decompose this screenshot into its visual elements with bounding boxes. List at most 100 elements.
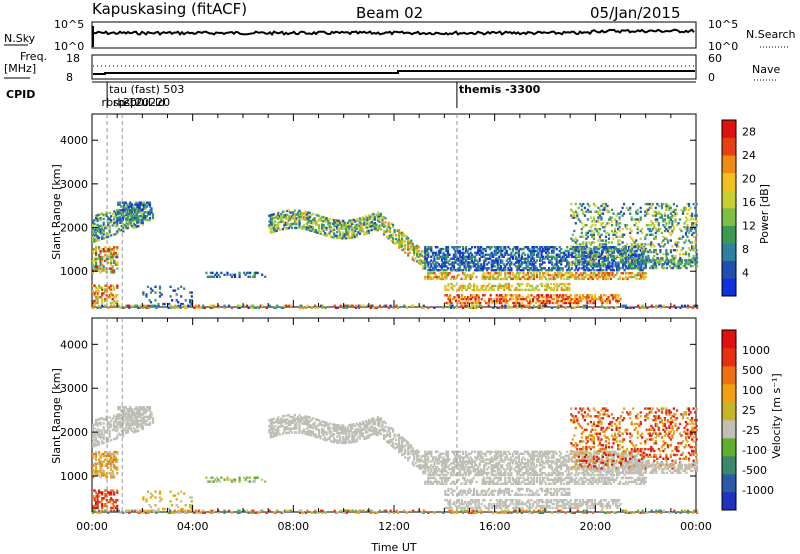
echo-cell — [223, 273, 226, 276]
echo-cell — [296, 213, 300, 216]
echo-cell — [298, 225, 301, 228]
echo-cell — [462, 284, 465, 288]
echo-cell — [625, 306, 628, 309]
echo-cell — [691, 214, 694, 217]
echo-cell — [114, 211, 117, 214]
echo-cell — [430, 263, 433, 266]
echo-cell — [334, 223, 337, 226]
echo-cell — [371, 304, 374, 307]
echo-cell — [287, 431, 290, 434]
echo-cell — [592, 233, 595, 236]
echo-cell — [425, 261, 428, 264]
echo-cell — [553, 297, 556, 301]
echo-cell — [666, 241, 669, 244]
echo-cell — [334, 234, 337, 237]
echo-cell — [504, 294, 507, 297]
echo-cell — [272, 226, 275, 229]
echo-cell — [665, 202, 668, 206]
echo-cell — [501, 253, 504, 256]
echo-cell — [442, 257, 445, 260]
echo-cell — [473, 286, 476, 290]
echo-cell — [663, 226, 666, 229]
echo-cell — [373, 227, 377, 231]
echo-cell — [95, 450, 98, 454]
echo-cell — [446, 246, 450, 249]
echo-cell — [669, 206, 672, 210]
echo-cell — [462, 261, 465, 264]
echo-cell — [105, 454, 108, 458]
echo-cell — [602, 294, 606, 297]
echo-cell — [576, 243, 579, 246]
echo-cell — [564, 265, 567, 268]
echo-cell — [659, 306, 662, 309]
echo-cell — [370, 213, 373, 216]
echo-cell — [580, 235, 583, 238]
echo-cell — [506, 299, 509, 303]
echo-cell — [354, 235, 357, 239]
echo-cell — [460, 301, 464, 305]
echo-cell — [454, 261, 457, 264]
echo-cell — [548, 269, 551, 272]
echo-cell — [689, 241, 692, 244]
echo-cell — [609, 277, 613, 281]
echo-cell — [634, 275, 637, 279]
echo-cell — [689, 227, 692, 231]
echo-cell — [347, 304, 350, 307]
echo-cell — [551, 263, 554, 266]
echo-cell — [581, 297, 584, 301]
echo-cell — [573, 216, 576, 219]
echo-cell — [110, 252, 113, 255]
echo-cell — [145, 201, 149, 204]
echo-cell — [271, 221, 274, 224]
echo-cell — [315, 213, 318, 217]
echo-cell — [481, 275, 484, 279]
echo-cell — [410, 239, 413, 242]
echo-cell — [570, 251, 573, 255]
echo-cell — [333, 304, 336, 307]
echo-cell — [123, 209, 126, 212]
echo-cell — [95, 286, 98, 289]
echo-cell — [111, 472, 114, 475]
echo-cell — [597, 247, 600, 251]
echo-cell — [650, 266, 653, 270]
echo-cell — [499, 251, 502, 255]
echo-cell — [585, 254, 588, 258]
echo-cell — [113, 476, 116, 479]
echo-cell — [116, 261, 119, 264]
echo-cell — [539, 246, 542, 249]
echo-cell — [151, 289, 154, 292]
echo-cell — [295, 431, 298, 434]
echo-cell — [599, 272, 602, 275]
echo-cell — [675, 241, 679, 244]
echo-cell — [501, 259, 504, 262]
echo-cell — [679, 263, 682, 266]
echo-cell — [184, 306, 187, 309]
echo-cell — [623, 212, 626, 215]
echo-cell — [526, 265, 530, 268]
echo-cell — [95, 444, 98, 447]
echo-cell — [271, 230, 274, 234]
echo-cell — [466, 261, 469, 264]
echo-cell — [107, 286, 110, 289]
echo-cell — [354, 224, 357, 227]
echo-cell — [310, 227, 313, 231]
echo-cell — [617, 239, 620, 242]
echo-cell — [269, 219, 272, 223]
echo-cell — [560, 286, 563, 290]
echo-cell — [631, 261, 634, 264]
echo-cell — [307, 224, 310, 228]
echo-cell — [101, 263, 104, 266]
echo-cell — [101, 491, 104, 494]
echo-cell — [361, 229, 364, 233]
echo-cell — [277, 217, 280, 220]
echo-cell — [468, 282, 471, 286]
echo-cell — [407, 252, 410, 255]
echo-cell — [440, 255, 443, 258]
echo-cell — [495, 294, 498, 297]
echo-cell — [258, 306, 261, 309]
echo-cell — [289, 217, 292, 220]
echo-cell — [506, 301, 509, 305]
echo-cell — [372, 218, 375, 221]
echo-cell — [604, 202, 608, 206]
echo-cell — [474, 294, 477, 297]
